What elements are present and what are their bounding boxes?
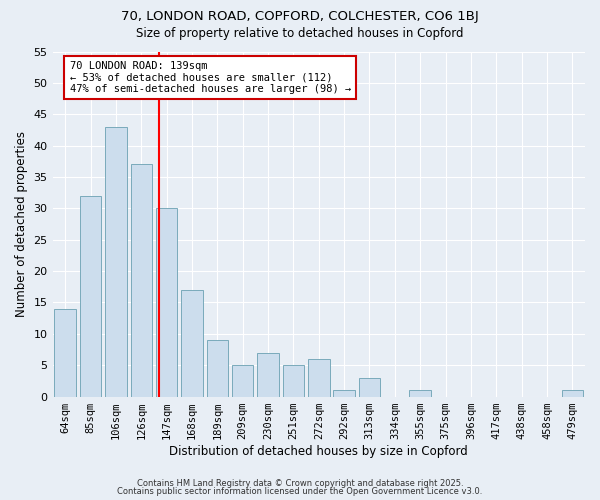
- Text: 70 LONDON ROAD: 139sqm
← 53% of detached houses are smaller (112)
47% of semi-de: 70 LONDON ROAD: 139sqm ← 53% of detached…: [70, 61, 351, 94]
- Text: Contains HM Land Registry data © Crown copyright and database right 2025.: Contains HM Land Registry data © Crown c…: [137, 478, 463, 488]
- Bar: [55, 308, 76, 396]
- Bar: [409, 390, 431, 396]
- Bar: [206, 340, 228, 396]
- Bar: [156, 208, 178, 396]
- Bar: [283, 365, 304, 396]
- Text: 70, LONDON ROAD, COPFORD, COLCHESTER, CO6 1BJ: 70, LONDON ROAD, COPFORD, COLCHESTER, CO…: [121, 10, 479, 23]
- Bar: [232, 365, 253, 396]
- Y-axis label: Number of detached properties: Number of detached properties: [15, 131, 28, 317]
- Bar: [80, 196, 101, 396]
- Bar: [308, 359, 329, 397]
- Bar: [105, 127, 127, 396]
- Bar: [131, 164, 152, 396]
- Text: Size of property relative to detached houses in Copford: Size of property relative to detached ho…: [136, 28, 464, 40]
- Bar: [257, 352, 279, 397]
- Bar: [181, 290, 203, 397]
- X-axis label: Distribution of detached houses by size in Copford: Distribution of detached houses by size …: [169, 444, 468, 458]
- Text: Contains public sector information licensed under the Open Government Licence v3: Contains public sector information licen…: [118, 487, 482, 496]
- Bar: [334, 390, 355, 396]
- Bar: [359, 378, 380, 396]
- Bar: [562, 390, 583, 396]
